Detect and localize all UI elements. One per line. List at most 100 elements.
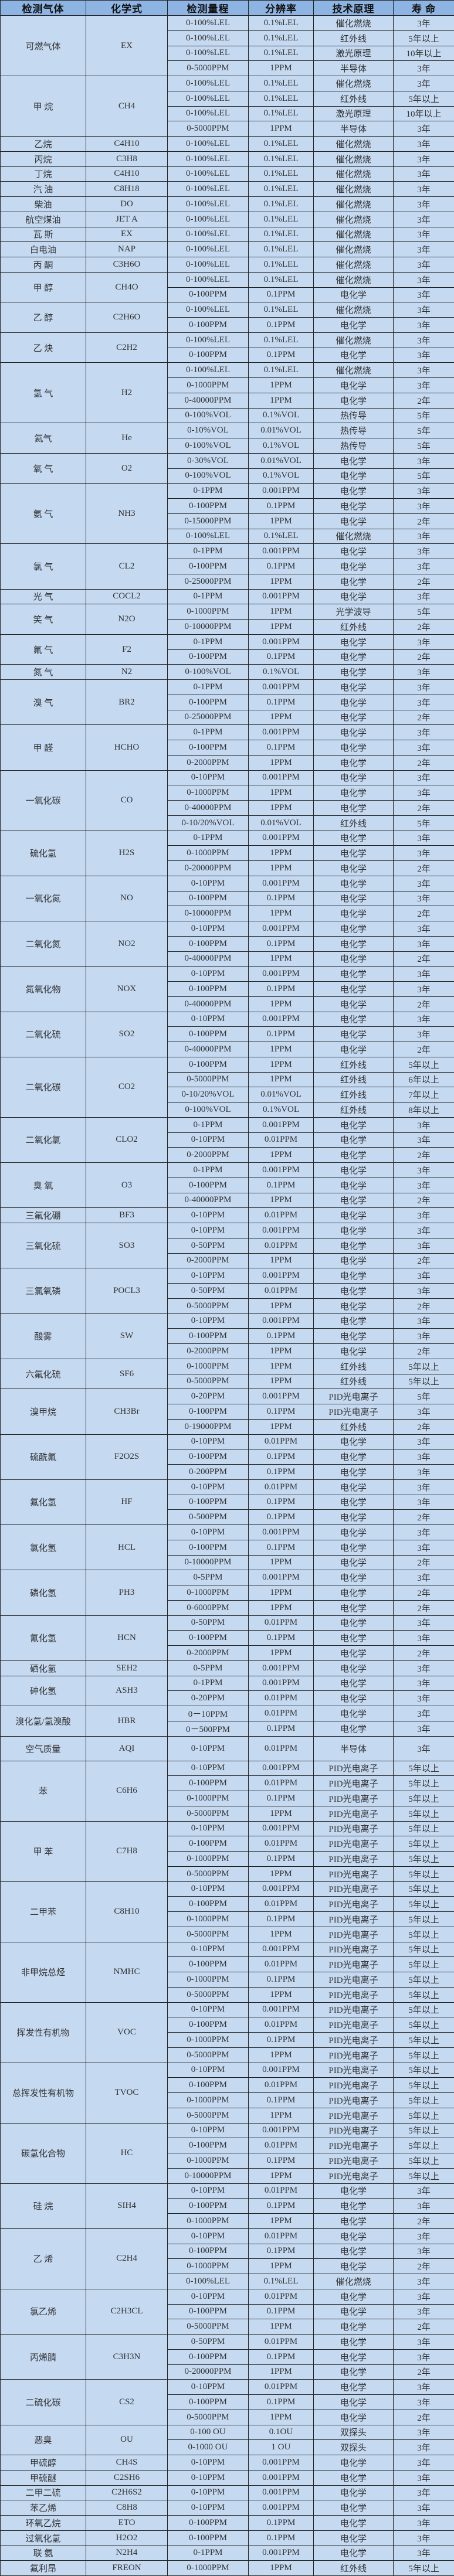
resolution-cell: 1PPM <box>249 801 314 816</box>
gas-name-cell: 六氟化硫 <box>1 1359 86 1389</box>
range-cell: 0-100%VOL <box>168 468 249 484</box>
technology-cell: 电化学 <box>314 1585 394 1601</box>
lifespan-cell: 2年 <box>394 1148 454 1163</box>
technology-cell: 电化学 <box>314 1510 394 1525</box>
technology-cell: 催化燃烧 <box>314 2274 394 2289</box>
resolution-cell: 0.1%LEL <box>249 272 314 287</box>
range-cell: 0-2000PPM <box>168 1253 249 1268</box>
lifespan-cell: 3年 <box>394 1117 454 1132</box>
lifespan-cell: 3年 <box>394 1479 454 1495</box>
range-cell: 0-10PPM <box>168 1821 249 1836</box>
lifespan-cell: 2年 <box>394 1298 454 1313</box>
range-cell: 0-40000PPM <box>168 1042 249 1057</box>
lifespan-cell: 3年 <box>394 1268 454 1284</box>
technology-cell: 催化燃烧 <box>314 137 394 152</box>
formula-cell: TVOC <box>86 2063 168 2123</box>
lifespan-cell: 3年 <box>394 484 454 499</box>
lifespan-cell: 5年以上 <box>394 1912 454 1927</box>
lifespan-cell: 5年以上 <box>394 1761 454 1776</box>
resolution-cell: 0.1PPM <box>249 1495 314 1510</box>
resolution-cell: 0.001PPM <box>249 2123 314 2138</box>
range-cell: 0-10PPM <box>168 1479 249 1495</box>
resolution-cell: 0.01PPM <box>249 1736 314 1761</box>
range-cell: 0-5000PPM <box>168 2410 249 2425</box>
lifespan-cell: 3年 <box>394 2380 454 2395</box>
range-cell: 0-100PPM <box>168 2516 249 2531</box>
resolution-cell: 1PPM <box>249 1806 314 1821</box>
technology-cell: 电化学 <box>314 1268 394 1284</box>
gas-name-cell: 乙 炔 <box>1 332 86 363</box>
lifespan-cell: 3年 <box>394 2228 454 2244</box>
technology-cell: 电化学 <box>314 2319 394 2335</box>
technology-cell: PID光电离子 <box>314 1836 394 1852</box>
header-resolution: 分辨率 <box>249 1 314 16</box>
range-cell: 0-5000PPM <box>168 2047 249 2063</box>
gas-name-cell: 甲 苯 <box>1 1821 86 1881</box>
technology-cell: 电化学 <box>314 2530 394 2546</box>
range-cell: 0-1PPM <box>168 1163 249 1178</box>
gas-name-cell: 挥发性有机物 <box>1 2002 86 2063</box>
range-cell: 0-10000PPM <box>168 1555 249 1570</box>
technology-cell: PID光电离子 <box>314 1972 394 1988</box>
technology-cell: 红外线 <box>314 620 394 635</box>
range-cell: 0-100PPM <box>168 982 249 997</box>
resolution-cell: 0.01%VOL <box>249 1087 314 1102</box>
resolution-cell: 1PPM <box>249 996 314 1012</box>
resolution-cell: 1PPM <box>249 846 314 861</box>
resolution-cell: 0.001PPM <box>249 1676 314 1691</box>
lifespan-cell: 5年以上 <box>394 2078 454 2093</box>
resolution-cell: 0.001PPM <box>249 1660 314 1676</box>
resolution-cell: 1PPM <box>249 61 314 76</box>
lifespan-cell: 5年 <box>394 408 454 423</box>
lifespan-cell: 2年 <box>394 1344 454 1359</box>
resolution-cell: 1PPM <box>249 393 314 408</box>
technology-cell: 电化学 <box>314 1223 394 1238</box>
lifespan-cell: 3年 <box>394 2516 454 2531</box>
technology-cell: 催化燃烧 <box>314 302 394 318</box>
technology-cell: 电化学 <box>314 2214 394 2229</box>
range-cell: 0－500PPM <box>168 1721 249 1736</box>
technology-cell: 电化学 <box>314 544 394 559</box>
resolution-cell: 0.1PPM <box>249 1449 314 1465</box>
gas-name-cell: 氯 气 <box>1 544 86 589</box>
lifespan-cell: 2年 <box>394 2214 454 2229</box>
lifespan-cell: 3年 <box>394 378 454 393</box>
resolution-cell: 0.1%LEL <box>249 137 314 152</box>
formula-cell: SO2 <box>86 1012 168 1057</box>
resolution-cell: 0.1%LEL <box>249 257 314 273</box>
formula-cell: ASH3 <box>86 1676 168 1706</box>
resolution-cell: 0.1%LEL <box>249 227 314 242</box>
formula-cell: N2O <box>86 604 168 635</box>
range-cell: 0-100%LEL <box>168 529 249 544</box>
technology-cell: PID光电离子 <box>314 2033 394 2048</box>
technology-cell: 红外线 <box>314 1057 394 1072</box>
range-cell: 0-1000PPM <box>168 378 249 393</box>
formula-cell: He <box>86 423 168 454</box>
technology-cell: 电化学 <box>314 348 394 363</box>
formula-cell: OU <box>86 2425 168 2455</box>
range-cell: 0-5000PPM <box>168 1072 249 1087</box>
range-cell: 0-10PPM <box>168 876 249 891</box>
resolution-cell: 0.1%LEL <box>249 363 314 378</box>
resolution-cell: 1PPM <box>249 574 314 589</box>
resolution-cell: 0.1PPM <box>249 1721 314 1736</box>
lifespan-cell: 3年 <box>394 2440 454 2455</box>
technology-cell: 电化学 <box>314 2289 394 2304</box>
formula-cell: EX <box>86 16 168 76</box>
formula-cell: HCL <box>86 1525 168 1570</box>
range-cell: 0-5PPM <box>168 1570 249 1585</box>
resolution-cell: 1PPM <box>249 1253 314 1268</box>
lifespan-cell: 5年以上 <box>394 1957 454 1972</box>
technology-cell: 半导体 <box>314 1736 394 1761</box>
technology-cell: 电化学 <box>314 559 394 574</box>
technology-cell: PID光电离子 <box>314 2093 394 2108</box>
lifespan-cell: 5年以上 <box>394 1821 454 1836</box>
technology-cell: PID光电离子 <box>314 1942 394 1957</box>
technology-cell: 电化学 <box>314 936 394 951</box>
formula-cell: C4H10 <box>86 166 168 182</box>
